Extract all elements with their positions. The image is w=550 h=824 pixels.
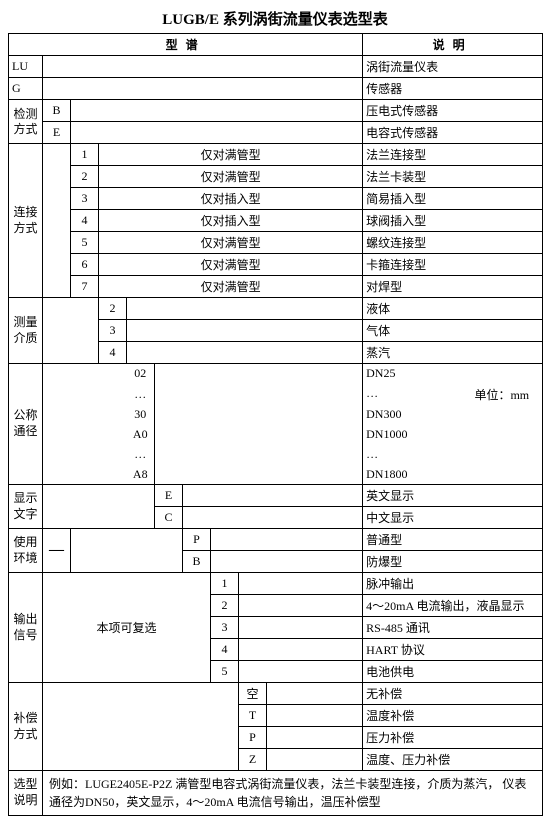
out-note: 本项可复选 <box>43 573 211 683</box>
cell-code: C <box>155 507 183 529</box>
cell-code: 3 <box>71 188 99 210</box>
cell-code: 3 <box>211 617 239 639</box>
cell-desc: 英文显示 <box>363 485 543 507</box>
cell-desc: 传感器 <box>363 78 543 100</box>
cell-desc: 脉冲输出 <box>363 573 543 595</box>
cell-desc: 中文显示 <box>363 507 543 529</box>
selection-table: 型谱 说明 LU 涡街流量仪表 G 传感器 检测 方式 B 压电式传感器 E 电… <box>8 33 543 816</box>
cell-mid: 仅对满管型 <box>99 276 363 298</box>
label-detect: 检测 方式 <box>9 100 43 144</box>
label-out: 输出 信号 <box>9 573 43 683</box>
cell-code: … <box>127 384 155 405</box>
cell-code: 02 <box>127 364 155 384</box>
cell-code: P <box>239 727 267 749</box>
cell-desc: 普通型 <box>363 529 543 551</box>
cell-code: A0 <box>127 425 155 445</box>
cell-mid: 仅对满管型 <box>99 254 363 276</box>
cell-code: 3 <box>99 320 127 342</box>
cell-code: 2 <box>71 166 99 188</box>
cell-desc: 气体 <box>363 320 543 342</box>
label-comp: 补偿 方式 <box>9 683 43 771</box>
cell-code: 5 <box>211 661 239 683</box>
cell-desc: 球阀插入型 <box>363 210 543 232</box>
cell-desc: 温度、压力补偿 <box>363 749 543 771</box>
example-text: 例如：LUGE2405E-P2Z 满管型电容式涡街流量仪表，法兰卡装型连接，介质… <box>43 771 543 816</box>
cell-desc: … <box>363 445 543 465</box>
cell-code: 30 <box>127 405 155 425</box>
cell-desc: 螺纹连接型 <box>363 232 543 254</box>
page-title: LUGB/E 系列涡街流量仪表选型表 <box>8 8 542 29</box>
cell-code: … <box>127 445 155 465</box>
cell-desc: 电池供电 <box>363 661 543 683</box>
cell-code: 1 <box>71 144 99 166</box>
cell-mid: 仅对满管型 <box>99 166 363 188</box>
cell-desc: 法兰连接型 <box>363 144 543 166</box>
table-header-row: 型谱 说明 <box>9 34 543 56</box>
header-model: 型谱 <box>9 34 363 56</box>
label-example: 选型 说明 <box>9 771 43 816</box>
cell-code: 5 <box>71 232 99 254</box>
row-g: G 传感器 <box>9 78 543 100</box>
cell-desc: 对焊型 <box>363 276 543 298</box>
cell-desc: 无补偿 <box>363 683 543 705</box>
label-medium: 测量 介质 <box>9 298 43 364</box>
row-detect-b: 检测 方式 B 压电式传感器 <box>9 100 543 122</box>
cell-desc: 蒸汽 <box>363 342 543 364</box>
cell-code: 2 <box>211 595 239 617</box>
cell-desc: 电容式传感器 <box>363 122 543 144</box>
cell-desc: RS-485 通讯 <box>363 617 543 639</box>
cell-desc: 液体 <box>363 298 543 320</box>
cell-code: 2 <box>99 298 127 320</box>
label-dn: 公称 通径 <box>9 364 43 485</box>
cell-mid: 仅对满管型 <box>99 232 363 254</box>
cell-desc: … <box>366 386 378 400</box>
cell-code: 4 <box>99 342 127 364</box>
cell-code: E <box>43 122 71 144</box>
cell-code: G <box>9 78 43 100</box>
cell-desc: 简易插入型 <box>363 188 543 210</box>
cell-desc: 涡街流量仪表 <box>363 56 543 78</box>
cell-desc: DN25 <box>366 366 395 380</box>
cell-code: Z <box>239 749 267 771</box>
row-dn-1: 公称 通径 02 DN25 <box>9 364 543 384</box>
dash-separator: — <box>43 529 71 573</box>
cell-code: LU <box>9 56 43 78</box>
cell-code: E <box>155 485 183 507</box>
cell-desc: 压电式传感器 <box>363 100 543 122</box>
cell-mid: 仅对插入型 <box>99 188 363 210</box>
label-conn: 连接 方式 <box>9 144 43 298</box>
cell-code: B <box>183 551 211 573</box>
cell-desc: 4～20mA 电流输出，液晶显示 <box>363 595 543 617</box>
cell-code: 1 <box>211 573 239 595</box>
row-conn-1: 连接 方式 1 仅对满管型 法兰连接型 <box>9 144 543 166</box>
row-detect-e: E 电容式传感器 <box>9 122 543 144</box>
cell-code: 4 <box>71 210 99 232</box>
unit-label: 单位：mm <box>474 386 529 403</box>
cell-code: 4 <box>211 639 239 661</box>
header-desc: 说明 <box>363 34 543 56</box>
cell-desc: DN1800 <box>363 465 543 485</box>
cell-code: P <box>183 529 211 551</box>
cell-desc: 防爆型 <box>363 551 543 573</box>
cell-desc: 法兰卡装型 <box>363 166 543 188</box>
label-env: 使用 环境 <box>9 529 43 573</box>
cell-code: A8 <box>127 465 155 485</box>
row-lu: LU 涡街流量仪表 <box>9 56 543 78</box>
cell-desc: HART 协议 <box>363 639 543 661</box>
cell-code: 6 <box>71 254 99 276</box>
cell-desc: 压力补偿 <box>363 727 543 749</box>
cell-code: T <box>239 705 267 727</box>
cell-desc: 温度补偿 <box>363 705 543 727</box>
cell-code: 空 <box>239 683 267 705</box>
cell-desc: 卡箍连接型 <box>363 254 543 276</box>
cell-code: 7 <box>71 276 99 298</box>
cell-mid: 仅对满管型 <box>99 144 363 166</box>
label-disp: 显示 文字 <box>9 485 43 529</box>
cell-desc: DN1000 <box>363 425 543 445</box>
cell-mid: 仅对插入型 <box>99 210 363 232</box>
cell-desc: DN300 <box>363 405 543 425</box>
cell-code: B <box>43 100 71 122</box>
row-medium-1: 测量 介质 2 液体 <box>9 298 543 320</box>
